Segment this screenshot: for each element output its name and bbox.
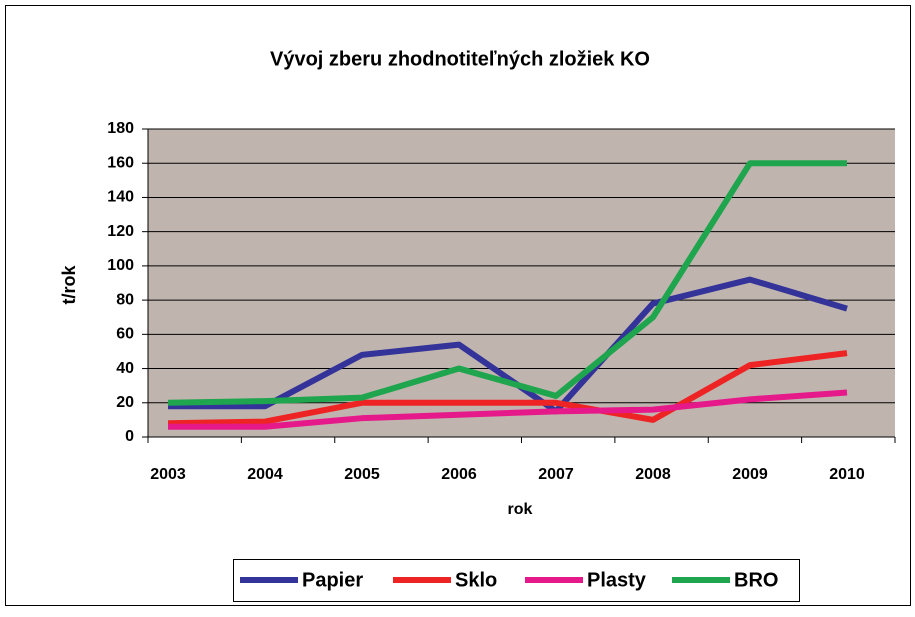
legend-label: Papier (302, 569, 363, 591)
chart-title: Vývoj zberu zhodnotiteľných zložiek KO (270, 48, 650, 70)
x-tick-label: 2007 (538, 466, 574, 483)
x-axis-label: rok (508, 501, 533, 518)
legend-label: Sklo (455, 569, 497, 591)
y-tick-label: 180 (107, 120, 134, 137)
legend-label: Plasty (587, 569, 647, 591)
y-tick-label: 160 (107, 154, 134, 171)
y-tick-label: 60 (116, 326, 134, 343)
y-tick-label: 20 (116, 394, 134, 411)
x-tick-label: 2006 (441, 466, 477, 483)
y-tick-label: 0 (125, 428, 134, 445)
y-tick-label: 140 (107, 189, 134, 206)
x-tick-label: 2009 (732, 466, 768, 483)
x-tick-label: 2003 (150, 466, 186, 483)
y-tick-label: 40 (116, 360, 134, 377)
x-tick-label: 2010 (829, 466, 865, 483)
y-axis-label: t/rok (59, 265, 79, 305)
y-tick-label: 100 (107, 257, 134, 274)
x-tick-label: 2005 (344, 466, 380, 483)
x-tick-label: 2004 (247, 466, 283, 483)
series-line (167, 160, 847, 406)
legend-label: BRO (734, 569, 778, 591)
y-tick-label: 120 (107, 223, 134, 240)
y-tick-label: 80 (116, 291, 134, 308)
series-line (168, 389, 848, 430)
x-tick-label: 2008 (635, 466, 671, 483)
series-line (167, 350, 848, 427)
